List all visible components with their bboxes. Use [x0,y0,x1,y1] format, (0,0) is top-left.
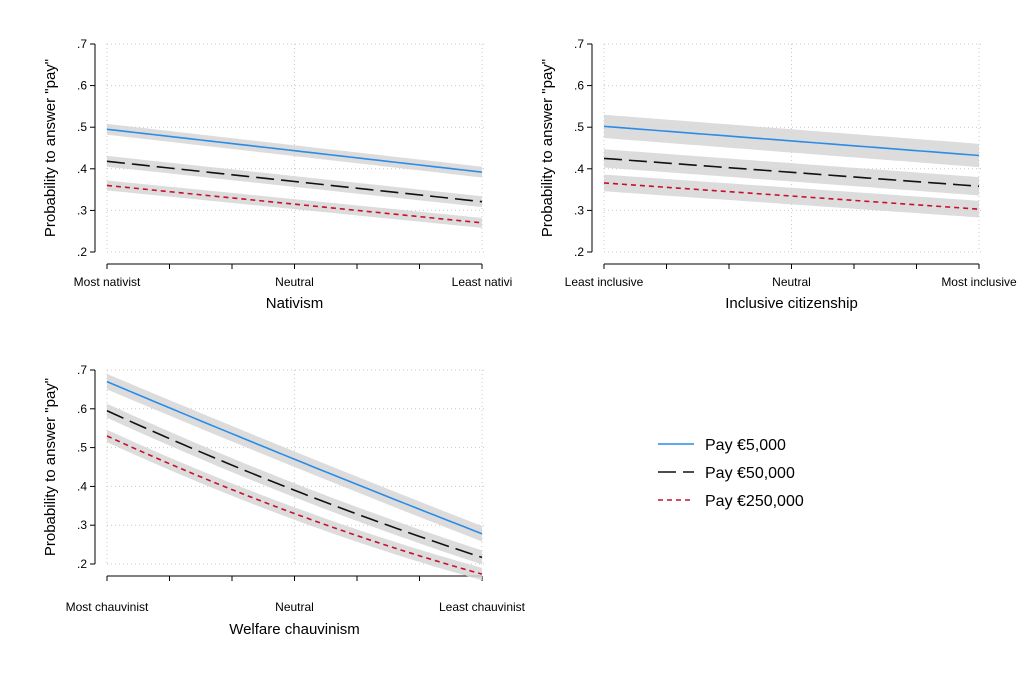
y-axis-title: Probability to answer "pay" [539,59,556,237]
x-tick-label: Least inclusive [565,275,644,289]
y-tick-label: .2 [77,557,87,571]
y-tick-label: .5 [77,441,87,455]
legend-label-1: Pay €5,000 [705,437,786,454]
ci-band-series-1 [107,373,482,542]
y-tick-label: .2 [574,245,584,259]
y-tick-label: .4 [574,162,584,176]
y-tick-label: .6 [77,79,87,93]
series-line-2 [106,410,483,559]
x-tick-label: Neutral [772,275,811,289]
y-tick-label: .2 [77,245,87,259]
x-tick-label: Least chauvinist [439,600,526,614]
y-tick-label: .6 [77,402,87,416]
x-tick-label: Most chauvinist [66,600,149,614]
panel-2: .2 .3 .4 .5 .6 .7 Least inclusive Neutral Most i… [539,37,1017,312]
legend: Pay €5,000 Pay €50,000 Pay €250,000 [658,437,804,510]
x-axis-title: Welfare chauvinism [229,621,360,638]
x-tick-label: Least nativi [452,275,513,289]
x-tick-label: Neutral [275,600,314,614]
series-line-2 [106,160,483,203]
y-tick-label: .4 [77,162,87,176]
x-tick-label: Neutral [275,275,314,289]
series-line-2 [603,157,980,188]
y-axis-title: Probability to answer "pay" [42,59,59,237]
x-axis-title: Inclusive citizenship [725,295,858,312]
panel-1: .2 .3 .4 .5 .6 .7 Most nativist Neutral Least na… [42,37,512,312]
y-tick-label: .6 [574,79,584,93]
ci-band-series-3 [107,180,482,228]
y-tick-label: .7 [574,37,584,51]
y-tick-label: .3 [77,518,87,532]
panel-3: .2 .3 .4 .5 .6 .7 Most chauvinist Neutral Least … [42,363,526,638]
x-tick-label: Most nativist [74,275,141,289]
series-line-3 [106,435,483,575]
y-tick-label: .5 [77,120,87,134]
y-tick-label: .4 [77,479,87,493]
ci-band-series-3 [107,429,482,581]
ci-band-series-3 [604,174,979,218]
series-line-1 [106,380,483,535]
legend-label-3: Pay €250,000 [705,493,804,510]
legend-label-2: Pay €50,000 [705,465,795,482]
series-line-1 [106,128,483,173]
y-tick-label: .7 [77,363,87,377]
y-tick-label: .3 [574,203,584,217]
y-tick-label: .5 [574,120,584,134]
x-axis-title: Nativism [266,295,324,312]
y-axis-title: Probability to answer "pay" [42,378,59,556]
y-tick-label: .3 [77,203,87,217]
panels-group: .2 .3 .4 .5 .6 .7 Most nativist Neutral Least na… [42,37,1017,638]
x-tick-label: Most inclusive [941,275,1017,289]
series-line-1 [603,125,980,157]
y-tick-label: .7 [77,37,87,51]
ci-band-series-2 [107,403,482,565]
